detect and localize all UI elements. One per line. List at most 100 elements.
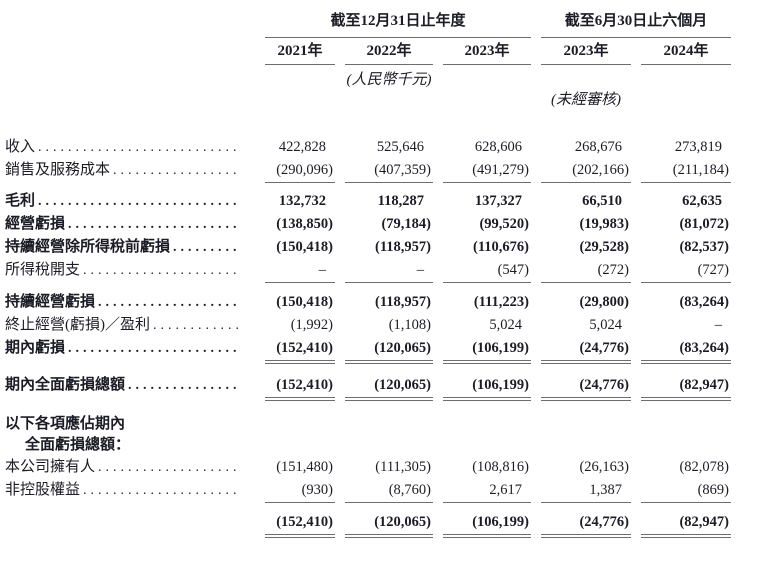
- row-label: 毛利: [5, 190, 255, 213]
- cell-value: (869): [641, 479, 731, 503]
- row-spacer: [5, 283, 761, 291]
- cell-value: (110,676): [473, 239, 529, 255]
- cell-value: (150,418): [276, 294, 333, 310]
- table-row: 非控股權益 (930) (8,760) 2,617 1,387 (869): [5, 479, 761, 503]
- row-label: 所得稅開支: [5, 259, 255, 283]
- currency-note: (人民幣千元): [346, 72, 432, 88]
- table-row: 持續經營虧損 (150,418) (118,957) (111,223) (29,800…: [5, 291, 761, 314]
- table-row: 期內虧損 (152,410) (120,065) (106,199) (24,776) (…: [5, 337, 761, 364]
- unaudited-note: (未經審核): [551, 92, 621, 108]
- cell-value: (211,184): [641, 159, 731, 183]
- cell-value: 422,828: [278, 139, 326, 155]
- interim-period-header: 截至6月30日止六個月: [541, 10, 731, 38]
- table-body: 收入 422,828 525,646 628,606 268,676 273,819 銷售及…: [5, 136, 761, 538]
- cell-value: 66,510: [582, 193, 622, 209]
- row-label: 收入: [5, 136, 255, 159]
- table-row: (152,410) (120,065) (106,199) (24,776) (82,9…: [5, 511, 761, 538]
- cell-value: 268,676: [574, 139, 622, 155]
- cell-value: (24,776): [541, 337, 631, 364]
- cell-value: (81,072): [679, 216, 729, 232]
- row-label-text: 持續經營除所得稅前虧損: [5, 239, 171, 255]
- dot-leader: [38, 190, 241, 213]
- row-label-text: 終止經營(虧損)／盈利: [5, 317, 150, 333]
- row-label-text: 期內全面虧損總額: [5, 377, 126, 393]
- row-spacer: [5, 183, 761, 190]
- cell-value: (29,528): [579, 239, 629, 255]
- table-row: 期內全面虧損總額 (152,410) (120,065) (106,199) (24,7…: [5, 374, 761, 401]
- cell-value: (491,279): [443, 159, 531, 183]
- cell-value: 5,024: [489, 317, 522, 333]
- header-period-row: 截至12月31日止年度 截至6月30日止六個月: [5, 10, 761, 38]
- row-spacer: [5, 503, 761, 511]
- row-spacer: [5, 364, 761, 374]
- row-label-text: 毛利: [5, 193, 36, 209]
- row-label: 本公司擁有人: [5, 456, 255, 479]
- table-row: 所得稅開支––(547)(272)(727): [5, 259, 761, 283]
- row-label: [5, 511, 255, 538]
- cell-value: (120,065): [345, 337, 433, 364]
- row-label-text: 期內虧損: [5, 340, 66, 356]
- row-label-text: 非控股權益: [5, 482, 81, 498]
- cell-value: 132,732: [278, 193, 326, 209]
- cell-value: (152,410): [265, 374, 335, 401]
- cell-value: (26,163): [579, 459, 629, 475]
- cell-value: (120,065): [345, 374, 433, 401]
- annual-period-header: 截至12月31日止年度: [265, 10, 531, 38]
- cell-value: (930): [265, 479, 335, 503]
- interim-2024-header: 2024年: [641, 38, 731, 65]
- cell-value: 62,635: [682, 193, 722, 209]
- cell-value: (24,776): [541, 374, 631, 401]
- row-label: 非控股權益: [5, 479, 255, 503]
- cell-value: (727): [641, 259, 731, 283]
- row-label: 銷售及服務成本: [5, 159, 255, 183]
- cell-value: (106,199): [443, 337, 531, 364]
- cell-value: –: [345, 259, 433, 283]
- cell-value: 2,617: [443, 479, 531, 503]
- row-label: 經營虧損: [5, 213, 255, 236]
- row-label-text: 全面虧損總額：: [25, 437, 131, 453]
- dot-leader: [83, 479, 241, 502]
- table-row: 經營虧損 (138,850) (79,184) (99,520) (19,983) (81…: [5, 213, 761, 236]
- cell-value: (79,184): [381, 216, 431, 232]
- cell-value: (83,264): [641, 337, 731, 364]
- cell-value: 137,327: [474, 193, 522, 209]
- cell-value: (290,096): [265, 159, 335, 183]
- row-label-text: 經營虧損: [5, 216, 66, 232]
- dot-leader: [98, 291, 241, 314]
- row-label-text: 銷售及服務成本: [5, 162, 111, 178]
- cell-value: (108,816): [472, 459, 529, 475]
- row-label: 終止經營(虧損)／盈利: [5, 314, 255, 337]
- cell-value: (82,537): [679, 239, 729, 255]
- cell-value: (111,223): [473, 294, 529, 310]
- currency-note-row: (人民幣千元): [5, 65, 761, 90]
- table-row: 銷售及服務成本 (290,096) (407,359) (491,279) (202,1…: [5, 159, 761, 183]
- row-label: 期內全面虧損總額: [5, 374, 255, 401]
- cell-value: (152,410): [265, 511, 335, 538]
- cell-value: (83,264): [679, 294, 729, 310]
- cell-value: 628,606: [474, 139, 522, 155]
- cell-value: (82,947): [641, 511, 731, 538]
- row-spacer: [5, 401, 761, 414]
- year-2022-header: 2022年: [345, 38, 433, 65]
- cell-value: (120,065): [345, 511, 433, 538]
- interim-2023-header: 2023年: [541, 38, 631, 65]
- table-row: 終止經營(虧損)／盈利 (1,992) (1,108) 5,024 5,024 –: [5, 314, 761, 337]
- row-label-text: 收入: [5, 139, 36, 155]
- cell-value: (118,957): [375, 239, 431, 255]
- year-2023-header: 2023年: [443, 38, 531, 65]
- cell-value: 5,024: [589, 317, 622, 333]
- cell-value: –: [265, 259, 335, 283]
- cell-value: (272): [541, 259, 631, 283]
- dot-leader: [68, 213, 241, 236]
- cell-value: (24,776): [541, 511, 631, 538]
- row-label-text: 本公司擁有人: [5, 459, 96, 475]
- cell-value: (8,760): [345, 479, 433, 503]
- dot-leader: [38, 136, 241, 159]
- cell-value: (118,957): [375, 294, 431, 310]
- section-heading-row: 全面虧損總額：: [5, 435, 761, 456]
- cell-value: –: [714, 317, 722, 333]
- cell-value: (19,983): [579, 216, 629, 232]
- row-label-text: 持續經營虧損: [5, 294, 96, 310]
- cell-value: (99,520): [479, 216, 529, 232]
